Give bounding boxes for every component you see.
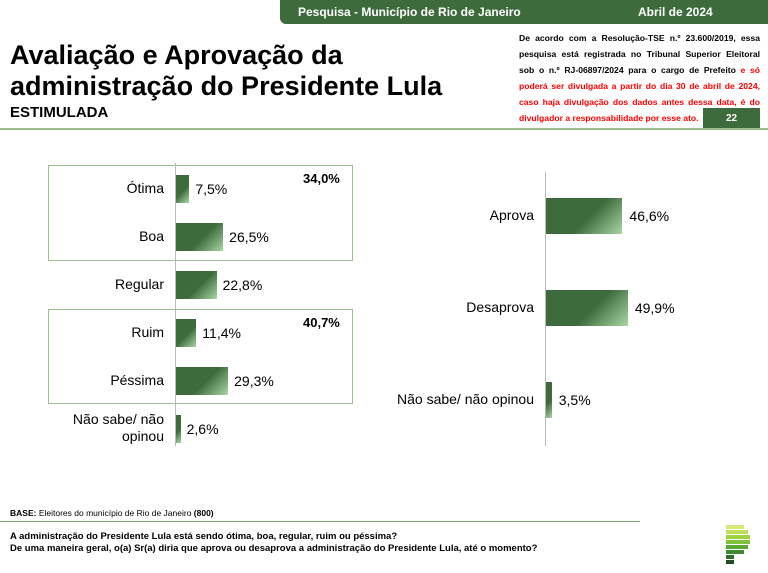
data-label: 7,5% <box>195 181 228 197</box>
bar-0 <box>176 175 190 203</box>
data-label: 22,8% <box>222 277 263 293</box>
category-label: Péssima <box>110 372 164 388</box>
category-label: Boa <box>139 228 164 244</box>
base-n: (800) <box>193 508 214 518</box>
data-label: 3,5% <box>558 392 591 408</box>
legal-notice: De acordo com a Resolução-TSE n.º 23.600… <box>519 30 760 126</box>
logo-icon <box>726 525 750 564</box>
group-box-positive <box>48 165 353 261</box>
question-1: A administração do Presidente Lula está … <box>10 531 398 542</box>
bar-4 <box>176 367 229 395</box>
legal-warning: e só poderá ser divulgada a partir do di… <box>519 65 761 123</box>
bar-3 <box>176 319 197 347</box>
bar-1 <box>546 290 628 326</box>
axis-left <box>175 163 176 446</box>
page-title: Avaliação e Aprovação da administração d… <box>10 40 443 101</box>
category-label: Aprova <box>489 207 534 223</box>
bar-0 <box>546 198 623 234</box>
base-label: BASE: <box>10 508 37 518</box>
group-total-negative: 40,7% <box>303 315 340 330</box>
bar-2 <box>176 271 217 299</box>
questions: A administração do Presidente Lula está … <box>10 531 537 555</box>
base-text: Eleitores do município de Rio de Janeiro <box>36 508 194 518</box>
data-label: 2,6% <box>186 421 219 437</box>
divider <box>0 521 640 522</box>
category-label: Não sabe/ não opinou <box>72 411 164 444</box>
category-label: Ruim <box>131 324 164 340</box>
survey-name: Pesquisa - Município de Rio de Janeiro <box>298 5 521 19</box>
data-label: 46,6% <box>629 208 670 224</box>
data-label: 49,9% <box>634 300 675 316</box>
axis-right <box>545 172 546 446</box>
header-bar: Pesquisa - Município de Rio de Janeiro A… <box>280 0 768 24</box>
group-box-negative <box>48 309 353 404</box>
data-label: 29,3% <box>234 373 274 389</box>
category-label: Não sabe/ não opinou <box>397 391 534 407</box>
bar-1 <box>176 223 224 251</box>
group-total-positive: 34,0% <box>303 171 340 186</box>
divider <box>0 128 768 130</box>
page-number: 22 <box>703 108 760 129</box>
page-subtitle: ESTIMULADA <box>10 104 109 121</box>
data-label: 26,5% <box>229 229 269 245</box>
bar-5 <box>176 415 181 443</box>
data-label: 11,4% <box>202 325 241 341</box>
category-label: Ótima <box>126 180 164 196</box>
legal-text: De acordo com a Resolução-TSE n.º 23.600… <box>519 33 760 75</box>
question-2: De uma maneira geral, o(a) Sr(a) diria q… <box>10 543 538 554</box>
bar-2 <box>546 382 552 418</box>
survey-date: Abril de 2024 <box>638 5 713 19</box>
base-note: BASE: Eleitores do município de Rio de J… <box>10 508 214 518</box>
category-label: Regular <box>114 276 164 292</box>
category-label: Desaprova <box>466 299 534 315</box>
